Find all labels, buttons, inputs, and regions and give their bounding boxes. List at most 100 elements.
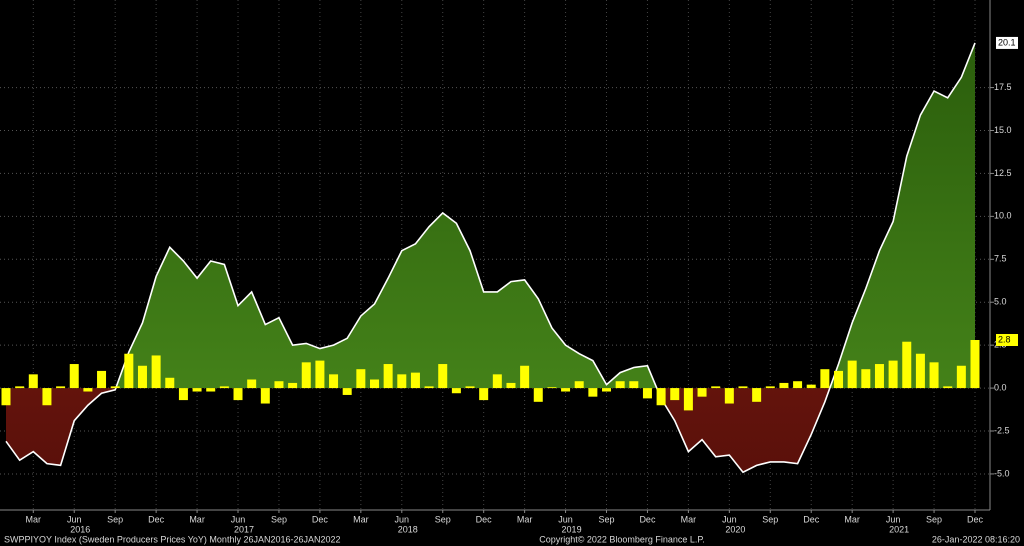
bar	[1, 388, 11, 406]
bar	[752, 388, 762, 402]
bar	[288, 382, 298, 389]
bar	[165, 377, 175, 389]
y-tick-label: 15.0	[994, 125, 1012, 135]
bar	[656, 388, 666, 406]
x-tick-label: Dec	[803, 514, 820, 524]
bar	[424, 386, 434, 389]
x-tick-label: Jun	[231, 514, 246, 524]
bar	[670, 388, 680, 401]
bar	[369, 379, 379, 389]
x-tick-label: Mar	[26, 514, 42, 524]
area-negative	[6, 388, 975, 473]
x-tick-label: Mar	[353, 514, 369, 524]
bar	[438, 364, 448, 389]
bar	[834, 370, 844, 389]
bar	[574, 381, 584, 389]
bar	[97, 370, 107, 389]
bar	[410, 372, 420, 389]
bar	[42, 388, 52, 406]
bar	[506, 382, 516, 389]
bar	[151, 355, 161, 389]
bar	[124, 353, 134, 389]
area-positive	[115, 42, 975, 389]
y-tick-label: 5.0	[994, 297, 1007, 307]
bar	[206, 388, 216, 392]
y-tick-label: 0.0	[994, 382, 1007, 392]
bar	[178, 388, 188, 401]
bar	[738, 386, 748, 389]
bar	[219, 386, 229, 389]
bar	[724, 388, 734, 404]
bar	[779, 382, 789, 389]
x-tick-label: Jun	[722, 514, 737, 524]
bar	[28, 374, 38, 389]
bar	[247, 379, 257, 389]
bar	[329, 374, 339, 389]
line	[5, 42, 976, 474]
bar	[588, 388, 598, 397]
bar	[260, 388, 270, 404]
bar	[69, 364, 79, 389]
year-label: 2017	[234, 524, 254, 534]
x-tick-label: Dec	[967, 514, 984, 524]
bar	[83, 388, 93, 392]
x-tick-label: Sep	[271, 514, 287, 524]
bar	[356, 369, 366, 389]
x-tick-label: Sep	[598, 514, 614, 524]
bar	[943, 386, 953, 389]
bar	[765, 386, 775, 389]
x-tick-label: Dec	[639, 514, 656, 524]
last-value-label: 2.8	[998, 334, 1011, 344]
bar	[711, 386, 721, 389]
year-label: 2016	[70, 524, 90, 534]
x-tick-label: Dec	[476, 514, 493, 524]
bar	[683, 388, 693, 411]
bar	[956, 365, 966, 389]
bar	[397, 374, 407, 389]
y-tick-label: 12.5	[994, 168, 1012, 178]
bar	[847, 360, 857, 389]
year-label: 2018	[398, 524, 418, 534]
bar	[492, 374, 502, 389]
x-tick-label: Jun	[886, 514, 901, 524]
bar	[465, 386, 475, 389]
bar	[697, 388, 707, 397]
bar	[342, 388, 352, 395]
bar	[137, 365, 147, 389]
x-tick-label: Dec	[148, 514, 165, 524]
bar	[929, 362, 939, 389]
footer-text: Copyright© 2022 Bloomberg Finance L.P.	[539, 534, 705, 544]
x-tick-label: Mar	[189, 514, 205, 524]
bar	[970, 340, 980, 389]
y-tick-label: 10.0	[994, 211, 1012, 221]
y-tick-label: 7.5	[994, 254, 1007, 264]
bar	[874, 364, 884, 389]
bar	[520, 365, 530, 389]
bar	[629, 381, 639, 389]
bar	[902, 341, 912, 389]
bar	[451, 388, 461, 394]
bar	[642, 388, 652, 399]
bar	[861, 369, 871, 389]
x-tick-label: Dec	[312, 514, 329, 524]
y-tick-label: -2.5	[994, 425, 1010, 435]
bar	[533, 388, 543, 402]
bar	[315, 360, 325, 389]
last-value-label: 20.1	[998, 37, 1016, 47]
x-tick-label: Jun	[558, 514, 573, 524]
bar	[233, 388, 243, 401]
x-tick-label: Mar	[681, 514, 697, 524]
year-label: 2019	[562, 524, 582, 534]
bar	[56, 386, 66, 389]
bar	[615, 381, 625, 389]
footer-text: 26-Jan-2022 08:16:20	[932, 534, 1020, 544]
bar	[383, 364, 393, 389]
bar	[479, 388, 489, 401]
bar	[192, 388, 202, 392]
footer-text: SWPPIYOY Index (Sweden Producers Prices …	[4, 534, 341, 544]
year-label: 2020	[725, 524, 745, 534]
year-label: 2021	[889, 524, 909, 534]
bar	[793, 381, 803, 389]
